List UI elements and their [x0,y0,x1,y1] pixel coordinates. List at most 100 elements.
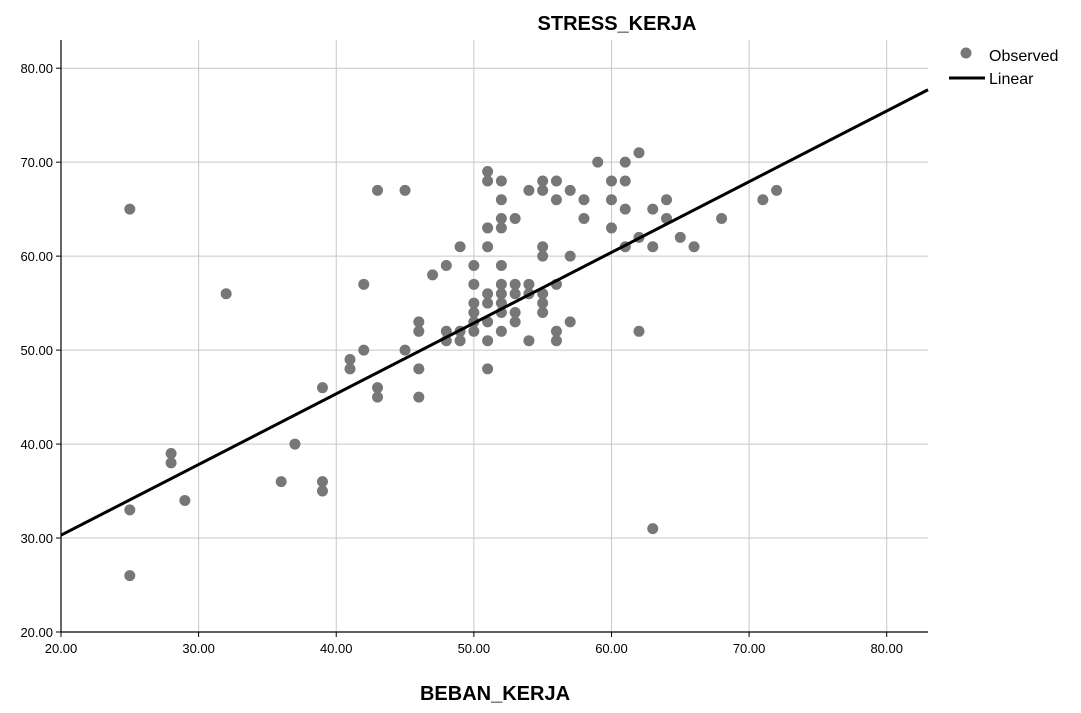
observed-point [619,156,631,168]
observed-point [495,260,507,272]
observed-point [344,353,356,365]
x-axis-title: BEBAN_KERJA [420,683,570,705]
observed-point [757,194,769,206]
observed-point [661,194,673,206]
observed-point [440,260,452,272]
observed-point [592,156,604,168]
observed-point [316,382,328,394]
observed-point [468,278,480,290]
observed-point [372,382,384,394]
observed-point [399,344,411,356]
observed-point [468,325,480,337]
axes [56,40,928,637]
observed-point [633,325,645,337]
observed-point [413,316,425,328]
observed-point [482,316,494,328]
y-tick-label: 30.00 [20,531,53,546]
observed-point [179,494,191,506]
linear-fit [60,88,929,537]
observed-point [413,363,425,375]
observed-point [537,297,549,309]
legend-observed-label: Observed [989,48,1058,65]
y-tick-label: 70.00 [20,155,53,170]
observed-point [578,213,590,225]
observed-point [564,184,576,196]
observed-point [564,250,576,262]
observed-point [537,175,549,187]
x-tick-label: 70.00 [733,641,766,656]
observed-point [495,194,507,206]
observed-point [220,288,232,300]
observed-point [468,260,480,272]
observed-point [509,288,521,300]
observed-point [165,447,177,459]
observed-point [537,241,549,253]
observed-point [482,297,494,309]
x-tick-label: 30.00 [182,641,215,656]
observed-point [605,175,617,187]
observed-point [427,269,439,281]
observed-point [578,194,590,206]
observed-point [619,175,631,187]
observed-point [509,316,521,328]
chart-title: STRESS_KERJA [538,13,697,35]
observed-points [124,147,783,582]
x-tick-label: 60.00 [595,641,628,656]
observed-point [550,194,562,206]
observed-point [165,457,177,469]
observed-point [537,307,549,319]
observed-point [633,147,645,159]
observed-point [482,222,494,234]
legend: Observed Linear [949,47,1058,88]
legend-linear-label: Linear [989,71,1034,88]
x-tick-label: 40.00 [320,641,353,656]
observed-point [316,485,328,497]
observed-point [124,203,136,215]
y-tick-label: 50.00 [20,343,53,358]
y-tick-labels: 20.00 30.00 40.00 50.00 60.00 70.00 80.00 [20,61,53,640]
x-tick-label: 80.00 [870,641,903,656]
observed-point [124,570,136,582]
observed-point [564,316,576,328]
observed-point [688,241,700,253]
observed-point [413,391,425,403]
observed-point [771,184,783,196]
observed-point [550,325,562,337]
observed-point [399,184,411,196]
observed-point [482,335,494,347]
x-tick-label: 50.00 [458,641,491,656]
x-tick-label: 20.00 [45,641,78,656]
observed-point [647,523,659,535]
observed-point [482,363,494,375]
observed-point [495,325,507,337]
observed-point [454,241,466,253]
observed-point [482,175,494,187]
observed-point [316,476,328,488]
observed-point [674,231,686,243]
observed-point [523,278,535,290]
observed-point [495,288,507,300]
observed-point [619,203,631,215]
observed-point [289,438,301,450]
linear-fit-line [60,88,929,537]
observed-point [537,288,549,300]
observed-point [495,213,507,225]
observed-point [495,222,507,234]
legend-observed-marker [960,47,972,59]
observed-point [482,241,494,253]
observed-point [647,203,659,215]
observed-point [372,184,384,196]
observed-point [509,278,521,290]
observed-point [537,184,549,196]
observed-point [550,335,562,347]
observed-point [344,363,356,375]
observed-point [550,175,562,187]
y-tick-label: 60.00 [20,249,53,264]
observed-point [454,335,466,347]
observed-point [509,213,521,225]
observed-point [275,476,287,488]
observed-point [482,288,494,300]
observed-point [605,222,617,234]
observed-point [523,335,535,347]
